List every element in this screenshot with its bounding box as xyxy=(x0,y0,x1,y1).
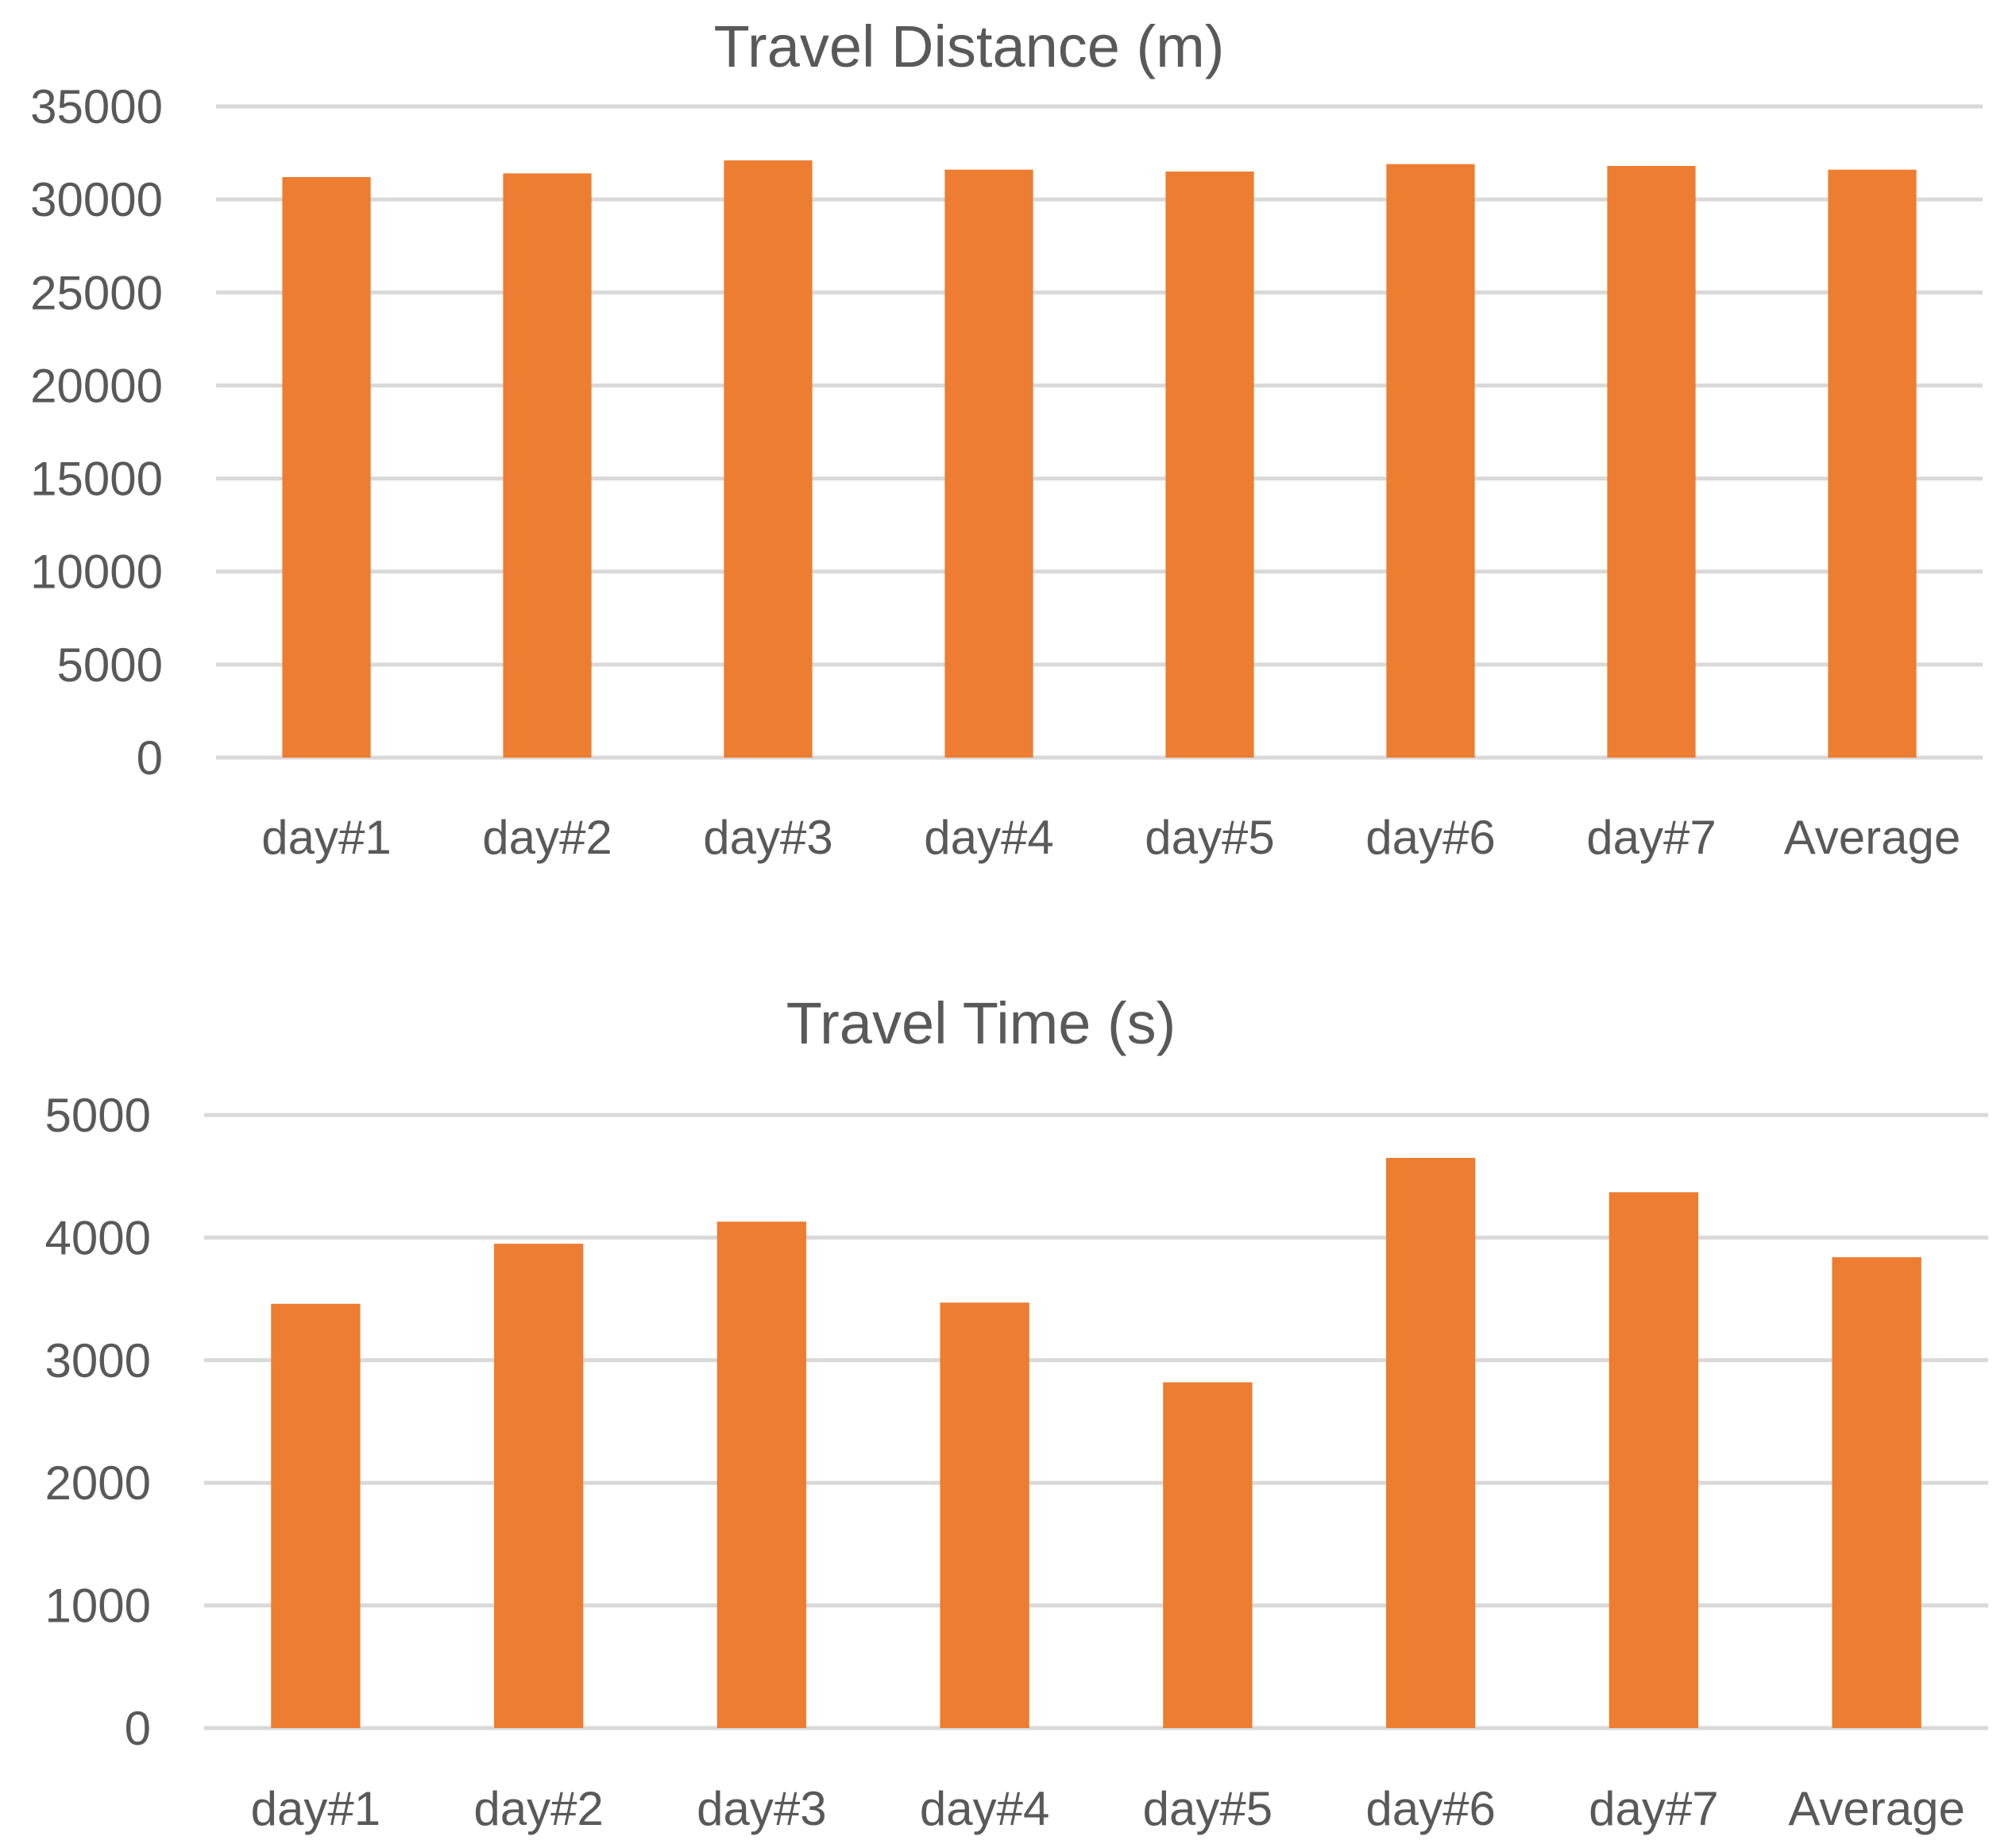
x-tick-label: day#6 xyxy=(1365,811,1495,864)
bar-day7 xyxy=(1607,165,1696,758)
x-axis-tick-labels: day#1 day#2 day#3 day#4 day#5 day#6 day#7 Avera… xyxy=(261,811,1960,864)
y-tick-label: 15000 xyxy=(30,453,163,506)
y-tick-label: 2000 xyxy=(45,1456,151,1510)
y-tick-label: 5000 xyxy=(45,1089,151,1142)
x-tick-label: day#2 xyxy=(482,811,612,864)
x-tick-label: day#7 xyxy=(1586,811,1716,864)
y-tick-label: 20000 xyxy=(30,359,163,412)
x-tick-label: Average xyxy=(1784,811,1960,864)
bar-day3 xyxy=(724,160,813,758)
x-tick-label: Average xyxy=(1788,1782,1964,1835)
y-tick-label: 1000 xyxy=(45,1580,151,1633)
x-tick-label: day#1 xyxy=(261,811,391,864)
x-tick-label: day#2 xyxy=(473,1782,603,1835)
bar-day7 xyxy=(1609,1192,1699,1728)
x-tick-label: day#3 xyxy=(697,1782,826,1835)
chart-title: Travel Distance (m) xyxy=(714,14,1225,79)
bar-day2 xyxy=(493,1244,584,1728)
bars xyxy=(271,1158,1921,1728)
bar-day2 xyxy=(503,173,592,758)
y-axis-tick-labels: 0 5000 10000 15000 20000 25000 30000 35000 xyxy=(30,80,163,785)
y-tick-label: 3000 xyxy=(45,1334,151,1387)
bar-average xyxy=(1832,1257,1921,1728)
x-tick-label: day#6 xyxy=(1365,1782,1495,1835)
x-tick-label: day#5 xyxy=(1143,1782,1273,1835)
travel-time-chart: Travel Time (s) 0 1000 2000 3000 4000 5000 da… xyxy=(45,990,1988,1835)
gridlines xyxy=(216,104,1983,760)
bar-day6 xyxy=(1386,164,1475,758)
y-tick-label: 25000 xyxy=(30,266,163,319)
x-tick-label: day#3 xyxy=(703,811,832,864)
x-tick-label: day#4 xyxy=(920,1782,1049,1835)
gridlines xyxy=(204,1113,1988,1730)
bar-day4 xyxy=(944,169,1033,758)
y-tick-label: 0 xyxy=(125,1702,151,1755)
bar-day3 xyxy=(716,1221,807,1728)
y-axis-tick-labels: 0 1000 2000 3000 4000 5000 xyxy=(45,1089,151,1755)
y-tick-label: 30000 xyxy=(30,173,163,226)
bar-day5 xyxy=(1165,172,1254,758)
travel-distance-chart: Travel Distance (m) 0 5000 10000 15000 20000… xyxy=(30,14,1983,864)
y-tick-label: 4000 xyxy=(45,1211,151,1264)
bar-day4 xyxy=(940,1302,1029,1728)
x-tick-label: day#1 xyxy=(251,1782,380,1835)
bar-day1 xyxy=(271,1303,361,1728)
y-tick-label: 35000 xyxy=(30,80,163,133)
bar-day1 xyxy=(282,177,371,758)
bar-day5 xyxy=(1163,1382,1253,1728)
x-axis-tick-labels: day#1 day#2 day#3 day#4 day#5 day#6 day#7 Avera… xyxy=(251,1782,1965,1835)
y-tick-label: 10000 xyxy=(30,546,163,599)
x-tick-label: day#5 xyxy=(1145,811,1274,864)
x-tick-label: day#4 xyxy=(924,811,1053,864)
y-tick-label: 0 xyxy=(137,731,163,785)
x-tick-label: day#7 xyxy=(1589,1782,1718,1835)
bar-day6 xyxy=(1385,1158,1476,1728)
chart-title: Travel Time (s) xyxy=(786,990,1176,1056)
y-tick-label: 5000 xyxy=(57,638,163,692)
bar-average xyxy=(1828,169,1917,758)
bars xyxy=(282,160,1917,758)
